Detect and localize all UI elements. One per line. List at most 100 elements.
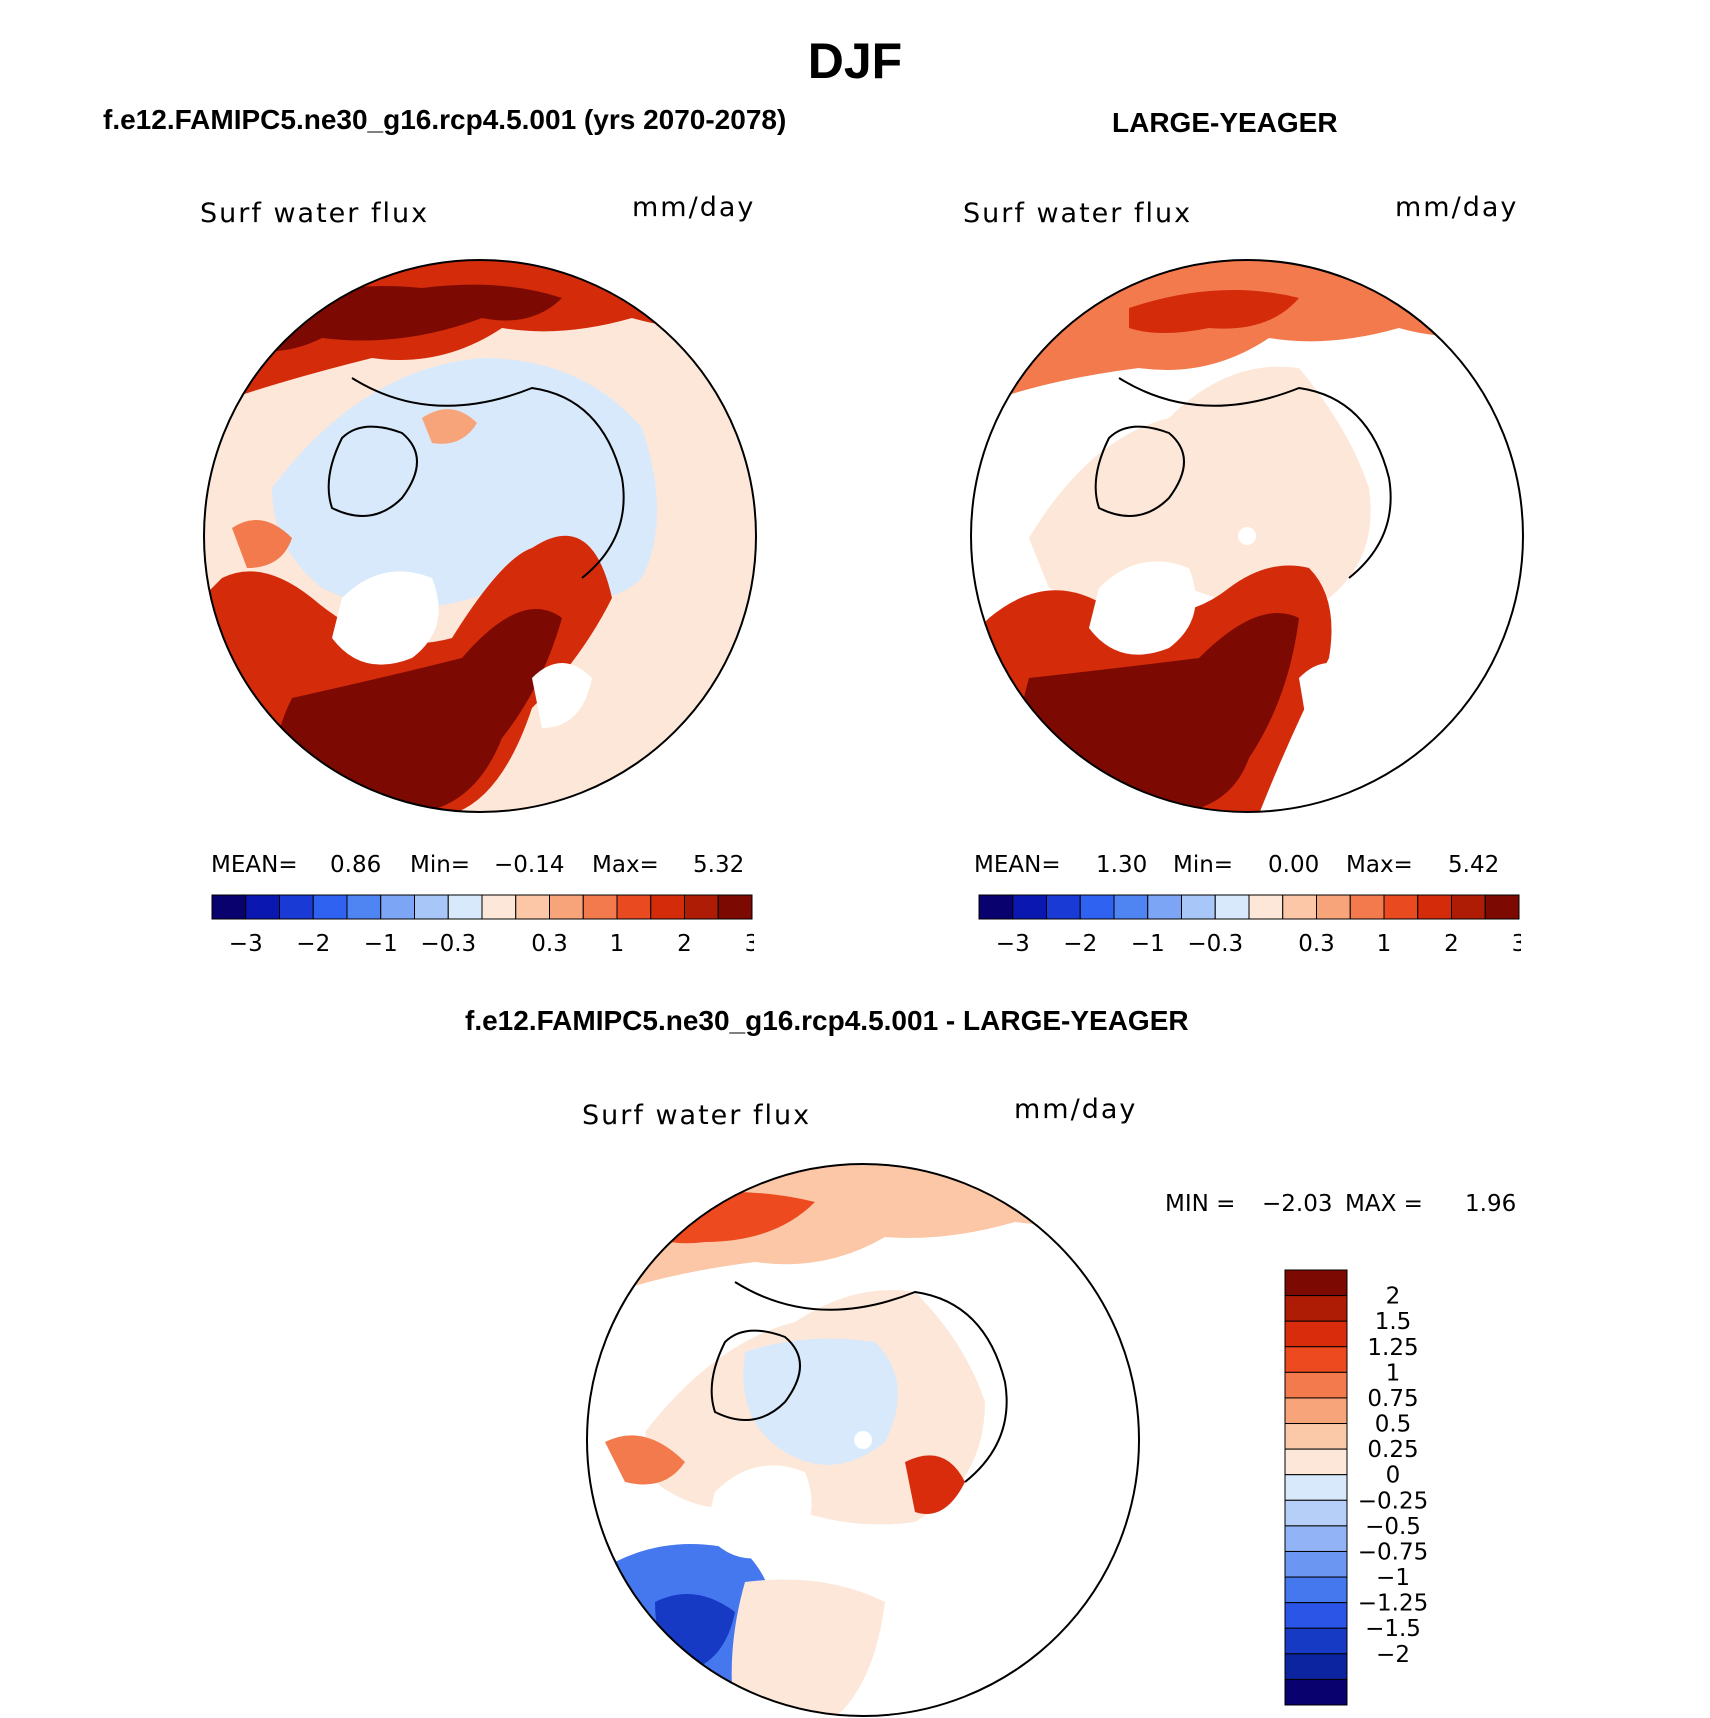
obs-max-value: 5.42 [1448,852,1499,878]
diff-colorbar-swatch [1285,1296,1347,1322]
obs-variable-label: Surf water flux [963,198,1192,229]
diff-colorbar-swatch [1285,1628,1347,1654]
diff-panel-title: f.e12.FAMIPC5.ne30_g16.rcp4.5.001 - LARG… [465,1005,1189,1037]
model-colorbar-tick-label: −3 [229,931,263,957]
model-colorbar-tick-label: 1 [610,931,625,957]
diff-map [585,1162,1141,1718]
diff-colorbar-swatch [1285,1424,1347,1450]
model-colorbar-swatch [415,895,449,919]
diff-colorbar-tick-label: 2 [1386,1284,1401,1310]
obs-colorbar-tick-label: −2 [1063,931,1097,957]
model-colorbar-swatch [583,895,617,919]
obs-colorbar-swatch [1485,895,1519,919]
model-max-value: 5.32 [693,852,744,878]
model-colorbar-swatch [550,895,584,919]
diff-colorbar-swatch [1285,1398,1347,1424]
diff-colorbar-tick-label: 1.25 [1367,1335,1418,1361]
model-colorbar-tick-label: 0.3 [531,931,568,957]
model-colorbar-tick-label: −0.3 [420,931,476,957]
diff-pole-point [854,1431,872,1449]
obs-colorbar-tick-label: 2 [1444,931,1459,957]
model-colorbar-swatch [246,895,280,919]
diff-colorbar-tick-label: 0 [1386,1463,1401,1489]
obs-colorbar-tick-label: 1 [1377,931,1392,957]
obs-colorbar-tick-label: 3 [1512,931,1521,957]
diff-colorbar-swatch [1285,1526,1347,1552]
model-colorbar-swatch [651,895,685,919]
obs-colorbar-swatch [1215,895,1249,919]
model-units-label: mm/day [632,192,755,223]
diff-colorbar-swatch [1285,1475,1347,1501]
diff-max-value: 1.96 [1465,1191,1516,1217]
diff-max-label: MAX = [1345,1191,1423,1217]
obs-colorbar-swatch [1080,895,1114,919]
diff-colorbar-swatch [1285,1603,1347,1629]
obs-colorbar-swatch [1452,895,1486,919]
obs-colorbar-tick-label: −0.3 [1187,931,1243,957]
obs-min-value: 0.00 [1268,852,1319,878]
model-colorbar-tick-label: 2 [677,931,692,957]
diff-colorbar-tick-label: −1.5 [1365,1616,1421,1642]
model-colorbar-swatch [347,895,381,919]
diff-colorbar-tick-label: −0.5 [1365,1514,1421,1540]
model-colorbar-swatch [617,895,651,919]
diff-colorbar-tick-label: 0.25 [1367,1437,1418,1463]
obs-colorbar-swatch [1182,895,1216,919]
obs-colorbar-swatch [1013,895,1047,919]
model-min-value: −0.14 [494,852,564,878]
obs-colorbar-swatch [1350,895,1384,919]
obs-panel-title: LARGE-YEAGER [1112,107,1338,139]
model-variable-label: Surf water flux [200,198,429,229]
diff-colorbar-tick-label: −2 [1376,1642,1410,1668]
model-colorbar-tick-label: 3 [745,931,754,957]
diff-colorbar-tick-label: 1 [1386,1360,1401,1386]
diff-colorbar-tick-label: −1 [1376,1565,1410,1591]
model-colorbar-swatch [482,895,516,919]
obs-mean-label: MEAN= [974,852,1061,878]
diff-colorbar-tick-label: 0.75 [1367,1386,1418,1412]
obs-pole-point [1238,527,1256,545]
page-title: DJF [0,32,1710,90]
diff-colorbar-swatch [1285,1577,1347,1603]
model-colorbar-swatch [516,895,550,919]
diff-colorbar-tick-label: −1.25 [1358,1591,1428,1617]
diff-min-label: MIN = [1165,1191,1235,1217]
obs-colorbar-swatch [1317,895,1351,919]
obs-mean-value: 1.30 [1096,852,1147,878]
model-colorbar-swatch [212,895,246,919]
diff-min-value: −2.03 [1262,1191,1332,1217]
obs-colorbar-tick-label: 0.3 [1298,931,1335,957]
diff-units-label: mm/day [1014,1094,1137,1125]
diff-colorbar: 21.51.2510.750.50.250−0.25−0.5−0.75−1−1.… [1283,1268,1453,1708]
diff-colorbar-swatch [1285,1551,1347,1577]
obs-map [969,258,1525,814]
diff-colorbar-tick-label: 0.5 [1375,1412,1412,1438]
obs-max-label: Max= [1346,852,1413,878]
model-colorbar-swatch [381,895,415,919]
obs-min-label: Min= [1173,852,1233,878]
model-max-label: Max= [592,852,659,878]
model-colorbar-swatch [685,895,719,919]
diff-variable-label: Surf water flux [582,1100,811,1131]
diff-colorbar-tick-label: −0.75 [1358,1539,1428,1565]
diff-colorbar-swatch [1285,1270,1347,1296]
diff-colorbar-swatch [1285,1500,1347,1526]
obs-units-label: mm/day [1395,192,1518,223]
model-mean-label: MEAN= [211,852,298,878]
obs-colorbar-swatch [1283,895,1317,919]
obs-colorbar-swatch [1148,895,1182,919]
model-colorbar-tick-label: −1 [364,931,398,957]
diff-colorbar-swatch [1285,1679,1347,1705]
model-colorbar-swatch [280,895,314,919]
diff-colorbar-tick-label: −0.25 [1358,1488,1428,1514]
model-panel-title: f.e12.FAMIPC5.ne30_g16.rcp4.5.001 (yrs 2… [103,104,786,136]
diff-colorbar-tick-label: 1.5 [1375,1309,1412,1335]
obs-colorbar-swatch [1384,895,1418,919]
diff-colorbar-swatch [1285,1321,1347,1347]
obs-colorbar-swatch [979,895,1013,919]
diff-colorbar-swatch [1285,1372,1347,1398]
obs-colorbar-swatch [1418,895,1452,919]
model-min-label: Min= [410,852,470,878]
obs-colorbar-tick-label: −1 [1131,931,1165,957]
